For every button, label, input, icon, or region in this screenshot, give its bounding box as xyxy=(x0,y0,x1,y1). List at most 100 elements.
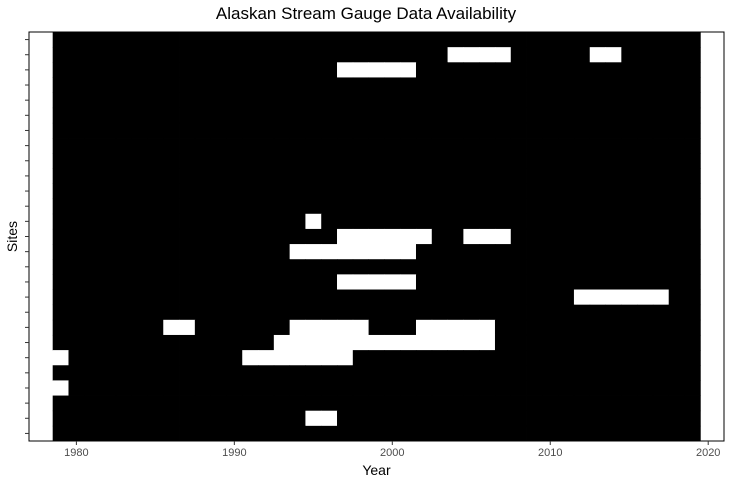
heatmap-cell xyxy=(415,425,433,442)
y-axis xyxy=(25,39,29,434)
heatmap-cell xyxy=(147,122,164,139)
heatmap-cell xyxy=(242,62,259,78)
heatmap-cell xyxy=(637,395,654,412)
heatmap-cell xyxy=(305,350,322,366)
heatmap-cell xyxy=(321,395,338,412)
heatmap-cell xyxy=(684,92,701,109)
heatmap-cell xyxy=(321,62,338,78)
heatmap-cell xyxy=(542,350,559,366)
heatmap-cell xyxy=(242,350,259,366)
heatmap-cell xyxy=(400,274,417,290)
heatmap-cell xyxy=(605,365,622,381)
heatmap-cell xyxy=(400,183,417,200)
heatmap-cell xyxy=(147,183,164,200)
heatmap-cell xyxy=(163,319,180,336)
heatmap-cell xyxy=(147,425,164,442)
heatmap-cell xyxy=(542,138,559,154)
heatmap-cell xyxy=(542,304,559,321)
heatmap-cell xyxy=(542,228,559,245)
heatmap-cell xyxy=(668,350,685,366)
heatmap-cell xyxy=(194,228,212,245)
heatmap-cell xyxy=(147,228,164,245)
heatmap-cell xyxy=(258,410,275,427)
heatmap-cell xyxy=(115,107,133,124)
heatmap-cell xyxy=(115,32,133,48)
heatmap-cell xyxy=(384,213,401,230)
heatmap-cell xyxy=(494,47,512,63)
heatmap-cell xyxy=(384,107,401,124)
chart-title: Alaskan Stream Gauge Data Availability xyxy=(215,4,517,23)
x-tick-label: 1980 xyxy=(64,447,88,459)
heatmap-cell xyxy=(494,365,512,381)
heatmap-cell xyxy=(289,244,306,260)
heatmap-cell xyxy=(100,122,117,139)
heatmap-cell xyxy=(68,274,85,290)
heatmap-cell xyxy=(84,168,101,184)
heatmap-cell xyxy=(494,168,512,184)
heatmap-cell xyxy=(684,183,701,200)
heatmap-cell xyxy=(100,92,117,109)
heatmap-cell xyxy=(68,304,85,321)
heatmap-cell xyxy=(131,92,148,109)
heatmap-cell xyxy=(573,92,591,109)
heatmap-cell xyxy=(52,244,69,260)
heatmap-cell xyxy=(447,289,464,306)
heatmap-cell xyxy=(652,107,670,124)
heatmap-cell xyxy=(163,410,180,427)
heatmap-cell xyxy=(100,244,117,260)
heatmap-cell xyxy=(684,410,701,427)
heatmap-cell xyxy=(289,92,306,109)
heatmap-cell xyxy=(415,107,433,124)
heatmap-cell xyxy=(668,274,685,290)
heatmap-cell xyxy=(305,107,322,124)
heatmap-cell xyxy=(573,244,591,260)
heatmap-cell xyxy=(147,244,164,260)
heatmap-cell xyxy=(321,259,338,275)
heatmap-cell xyxy=(163,183,180,200)
heatmap-cell xyxy=(52,32,69,48)
heatmap-cell xyxy=(684,334,701,351)
heatmap-cell xyxy=(447,425,464,442)
heatmap-cell xyxy=(431,228,448,245)
heatmap-cell xyxy=(558,168,575,184)
heatmap-cell xyxy=(52,319,69,336)
heatmap-cell xyxy=(400,289,417,306)
heatmap-cell xyxy=(273,365,291,381)
heatmap-cell xyxy=(494,350,512,366)
heatmap-cell xyxy=(621,77,638,93)
heatmap-cell xyxy=(179,153,196,169)
heatmap-cell xyxy=(115,228,133,245)
heatmap-cell xyxy=(258,183,275,200)
heatmap-cell xyxy=(305,319,322,336)
heatmap-cell xyxy=(84,198,101,215)
heatmap-cell xyxy=(368,244,385,260)
heatmap-cell xyxy=(589,77,606,93)
heatmap-cell xyxy=(668,365,685,381)
heatmap-cell xyxy=(573,425,591,442)
heatmap-cell xyxy=(637,304,654,321)
heatmap-cell xyxy=(589,304,606,321)
heatmap-cell xyxy=(479,380,496,396)
heatmap-cell xyxy=(494,213,512,230)
heatmap-cell xyxy=(684,32,701,48)
heatmap-cell xyxy=(163,289,180,306)
heatmap-cell xyxy=(194,259,212,275)
heatmap-cell xyxy=(621,289,638,306)
heatmap-cell xyxy=(400,425,417,442)
heatmap-cell xyxy=(494,289,512,306)
heatmap-cell xyxy=(684,213,701,230)
heatmap-cell xyxy=(68,259,85,275)
heatmap-cell xyxy=(368,47,385,63)
heatmap-cell xyxy=(226,183,243,200)
heatmap-cell xyxy=(337,334,354,351)
heatmap-cell xyxy=(415,32,433,48)
heatmap-cell xyxy=(226,92,243,109)
heatmap-cell xyxy=(368,319,385,336)
heatmap-cell xyxy=(84,213,101,230)
heatmap-cell xyxy=(273,47,291,63)
heatmap-cell xyxy=(100,32,117,48)
heatmap-cell xyxy=(337,410,354,427)
heatmap-cell xyxy=(668,92,685,109)
heatmap-cell xyxy=(337,365,354,381)
heatmap-cell xyxy=(637,228,654,245)
